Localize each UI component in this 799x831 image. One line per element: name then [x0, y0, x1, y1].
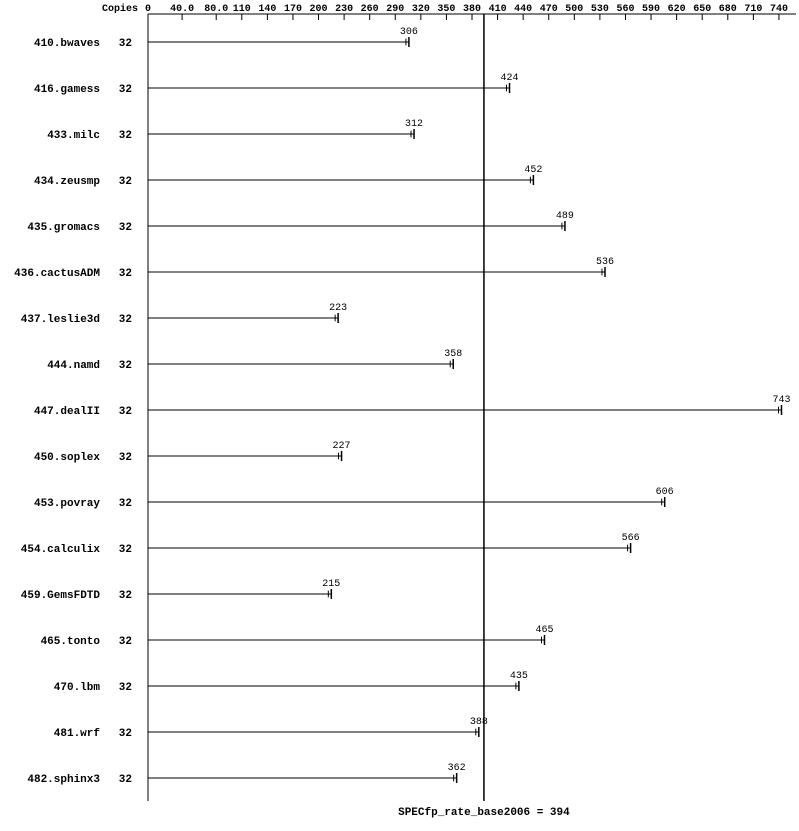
- benchmark-value: 435: [510, 671, 528, 682]
- x-tick-label: 170: [284, 4, 302, 15]
- specfp-chart: 0 40.0 80.0 110 140 170 200 230 260 290 320 350 380 4…: [0, 0, 799, 831]
- x-tick-label: 440: [514, 4, 532, 15]
- benchmark-copies: 32: [119, 728, 132, 740]
- benchmark-value: 358: [444, 349, 462, 360]
- benchmark-name: 459.GemsFDTD: [21, 590, 101, 602]
- benchmark-name: 450.soplex: [34, 452, 100, 464]
- benchmark-copies: 32: [119, 268, 132, 280]
- benchmark-name: 453.povray: [34, 498, 100, 510]
- benchmark-name: 435.gromacs: [27, 222, 100, 234]
- benchmark-name: 436.cactusADM: [14, 268, 100, 280]
- benchmark-copies: 32: [119, 38, 132, 50]
- benchmark-value: 536: [596, 257, 614, 268]
- x-tick-label: 500: [565, 4, 583, 15]
- x-tick-label: 80.0: [204, 4, 228, 15]
- x-tick-label: 560: [616, 4, 634, 15]
- benchmark-copies: 32: [119, 774, 132, 786]
- benchmark-name: 437.leslie3d: [21, 314, 100, 326]
- benchmark-copies: 32: [119, 360, 132, 372]
- copies-header: Copies: [102, 3, 138, 15]
- benchmark-value: 215: [322, 579, 340, 590]
- x-tick-label: 200: [310, 4, 328, 15]
- benchmark-copies: 32: [119, 176, 132, 188]
- benchmark-copies: 32: [119, 84, 132, 96]
- benchmark-copies: 32: [119, 544, 132, 556]
- benchmark-name: 433.milc: [47, 130, 100, 142]
- x-tick-label: 110: [233, 4, 251, 15]
- benchmark-copies: 32: [119, 314, 132, 326]
- benchmark-value: 306: [400, 27, 418, 38]
- x-tick-label: 620: [668, 4, 686, 15]
- benchmark-name: 481.wrf: [54, 728, 101, 740]
- x-tick-label: 680: [719, 4, 737, 15]
- x-tick-label: 40.0: [170, 4, 194, 15]
- benchmark-copies: 32: [119, 452, 132, 464]
- reference-label: SPECfp_rate_base2006 = 394: [398, 807, 570, 819]
- benchmark-name: 470.lbm: [54, 682, 101, 694]
- benchmark-name: 465.tonto: [41, 636, 101, 648]
- benchmark-value: 388: [470, 717, 488, 728]
- benchmark-copies: 32: [119, 130, 132, 142]
- x-tick-label: 260: [361, 4, 379, 15]
- x-tick-label: 590: [642, 4, 660, 15]
- x-tick-label: 140: [258, 4, 276, 15]
- x-tick-label: 470: [540, 4, 558, 15]
- benchmark-value: 465: [535, 625, 553, 636]
- x-tick-label: 290: [386, 4, 404, 15]
- benchmark-value: 312: [405, 119, 423, 130]
- benchmark-name: 416.gamess: [34, 84, 100, 96]
- benchmark-value: 452: [524, 165, 542, 176]
- benchmark-value: 223: [329, 303, 347, 314]
- benchmark-name: 482.sphinx3: [27, 774, 100, 786]
- x-tick-label: 320: [412, 4, 430, 15]
- benchmark-value: 362: [448, 763, 466, 774]
- x-tick-label: 650: [693, 4, 711, 15]
- benchmark-copies: 32: [119, 222, 132, 234]
- benchmark-value: 606: [656, 487, 674, 498]
- benchmark-name: 444.namd: [47, 360, 100, 372]
- benchmark-name: 447.dealII: [34, 406, 100, 418]
- benchmark-name: 410.bwaves: [34, 38, 100, 50]
- x-tick-label: 410: [489, 4, 507, 15]
- x-tick-label: 710: [744, 4, 762, 15]
- x-tick-label: 740: [770, 4, 788, 15]
- benchmark-copies: 32: [119, 590, 132, 602]
- benchmark-copies: 32: [119, 636, 132, 648]
- x-tick-label: 380: [463, 4, 481, 15]
- benchmark-value: 743: [772, 395, 790, 406]
- x-tick-label: 350: [437, 4, 455, 15]
- benchmark-value: 424: [501, 73, 519, 84]
- benchmark-copies: 32: [119, 406, 132, 418]
- benchmark-copies: 32: [119, 498, 132, 510]
- x-tick-label: 530: [591, 4, 609, 15]
- benchmark-value: 566: [622, 533, 640, 544]
- benchmark-name: 454.calculix: [21, 544, 101, 556]
- benchmark-copies: 32: [119, 682, 132, 694]
- benchmark-value: 489: [556, 211, 574, 222]
- benchmark-name: 434.zeusmp: [34, 176, 100, 188]
- x-tick-label: 230: [335, 4, 353, 15]
- x-tick-label: 0: [145, 4, 151, 15]
- benchmark-value: 227: [333, 441, 351, 452]
